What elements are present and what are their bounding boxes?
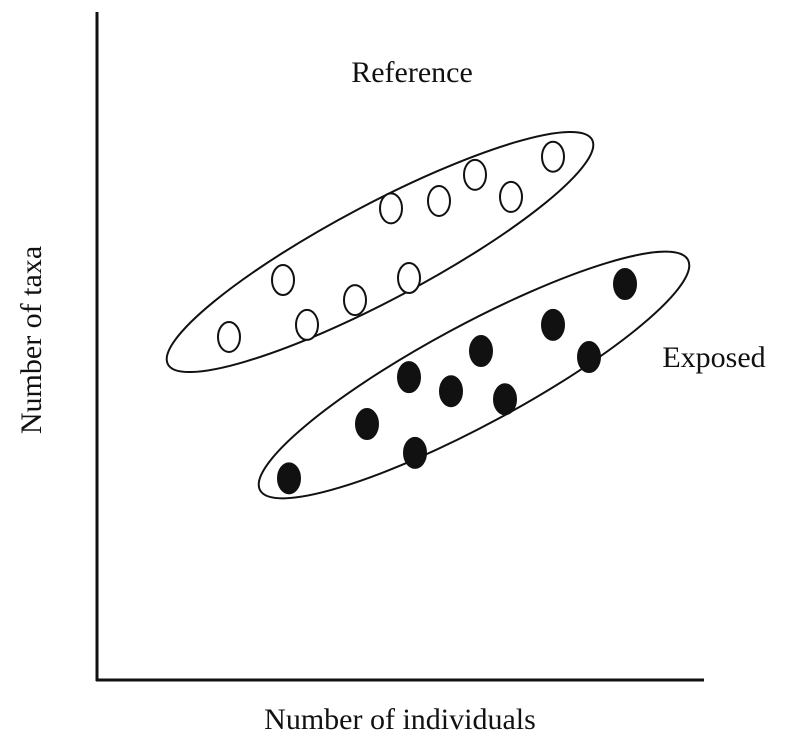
point [541, 308, 565, 341]
point [493, 383, 517, 416]
group-ellipse [257, 250, 691, 500]
point [427, 184, 451, 217]
point [403, 436, 427, 469]
group-label: Exposed [662, 341, 765, 374]
point [541, 140, 565, 173]
group-label: Reference [351, 56, 473, 89]
point [277, 462, 301, 495]
point [577, 341, 601, 374]
point [271, 264, 295, 297]
y-axis-label: Number of taxa [15, 246, 48, 434]
point [397, 262, 421, 294]
point [439, 375, 463, 408]
point [397, 361, 421, 394]
point [463, 158, 487, 191]
group-ellipse [165, 130, 595, 374]
point [379, 192, 403, 225]
point [295, 308, 319, 341]
point [355, 408, 379, 441]
point [613, 268, 637, 301]
point [343, 284, 367, 317]
x-axis-label: Number of individuals [264, 703, 536, 736]
point [217, 320, 241, 353]
point [499, 180, 523, 213]
point [469, 335, 493, 368]
